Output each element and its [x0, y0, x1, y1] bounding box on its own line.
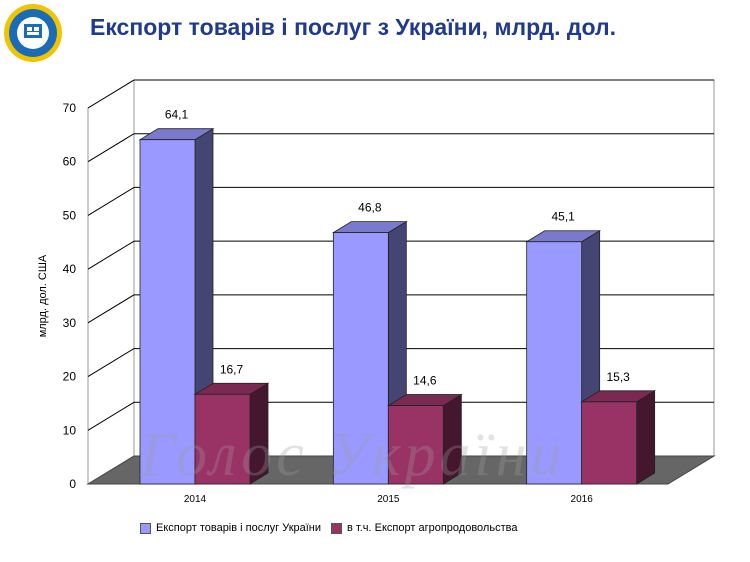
- legend-label-export: Експорт товарів і послуг України: [156, 522, 322, 534]
- y-axis-label: млрд. дол. США: [37, 254, 49, 337]
- gridline-side: [87, 294, 135, 324]
- chart-legend: Експорт товарів і послуг України в т.ч. …: [140, 522, 527, 534]
- gridline-side: [87, 187, 135, 216]
- gridline-side: [87, 348, 135, 377]
- bar: [194, 393, 251, 485]
- bar-side: [636, 390, 656, 485]
- data-label: 45,1: [551, 210, 575, 224]
- bar: [387, 405, 444, 485]
- data-label: 46,8: [358, 201, 382, 215]
- legend-item-export: Експорт товарів і послуг України: [140, 522, 321, 534]
- bar: [581, 401, 638, 485]
- y-tick-label: 10: [63, 423, 77, 437]
- chart-side-wall: [87, 79, 135, 485]
- data-label: 64,1: [165, 108, 189, 122]
- gridline-side: [87, 133, 135, 163]
- y-tick-label: 40: [63, 262, 77, 276]
- x-tick-label: 2016: [571, 494, 594, 505]
- data-label: 14,6: [413, 374, 437, 388]
- legend-swatch-export: [140, 522, 151, 534]
- y-tick-label: 70: [63, 101, 77, 115]
- data-label: 15,3: [606, 370, 630, 384]
- page-title: Експорт товарів і послуг з України, млрд…: [90, 14, 617, 40]
- gridline-side: [87, 79, 135, 109]
- y-tick-label: 30: [63, 316, 77, 330]
- x-tick-label: 2015: [377, 494, 400, 505]
- y-tick-label: 0: [69, 477, 76, 491]
- legend-item-agro: в т.ч. Експорт агропродовольства: [331, 522, 517, 534]
- x-tick-label: 2014: [184, 494, 207, 505]
- y-tick-label: 20: [63, 370, 77, 384]
- data-label: 16,7: [220, 362, 244, 376]
- bar: [139, 139, 196, 485]
- gridline-side: [87, 240, 135, 270]
- watermark: Голос України: [140, 421, 566, 489]
- y-tick-label: 50: [63, 208, 77, 222]
- gridline-side: [87, 401, 135, 431]
- legend-label-agro: в т.ч. Експорт агропродовольства: [347, 522, 518, 534]
- bar: [332, 232, 389, 485]
- bar: [526, 241, 583, 485]
- y-tick-label: 60: [63, 155, 77, 169]
- legend-swatch-agro: [331, 522, 343, 534]
- university-seal-icon: [4, 4, 62, 62]
